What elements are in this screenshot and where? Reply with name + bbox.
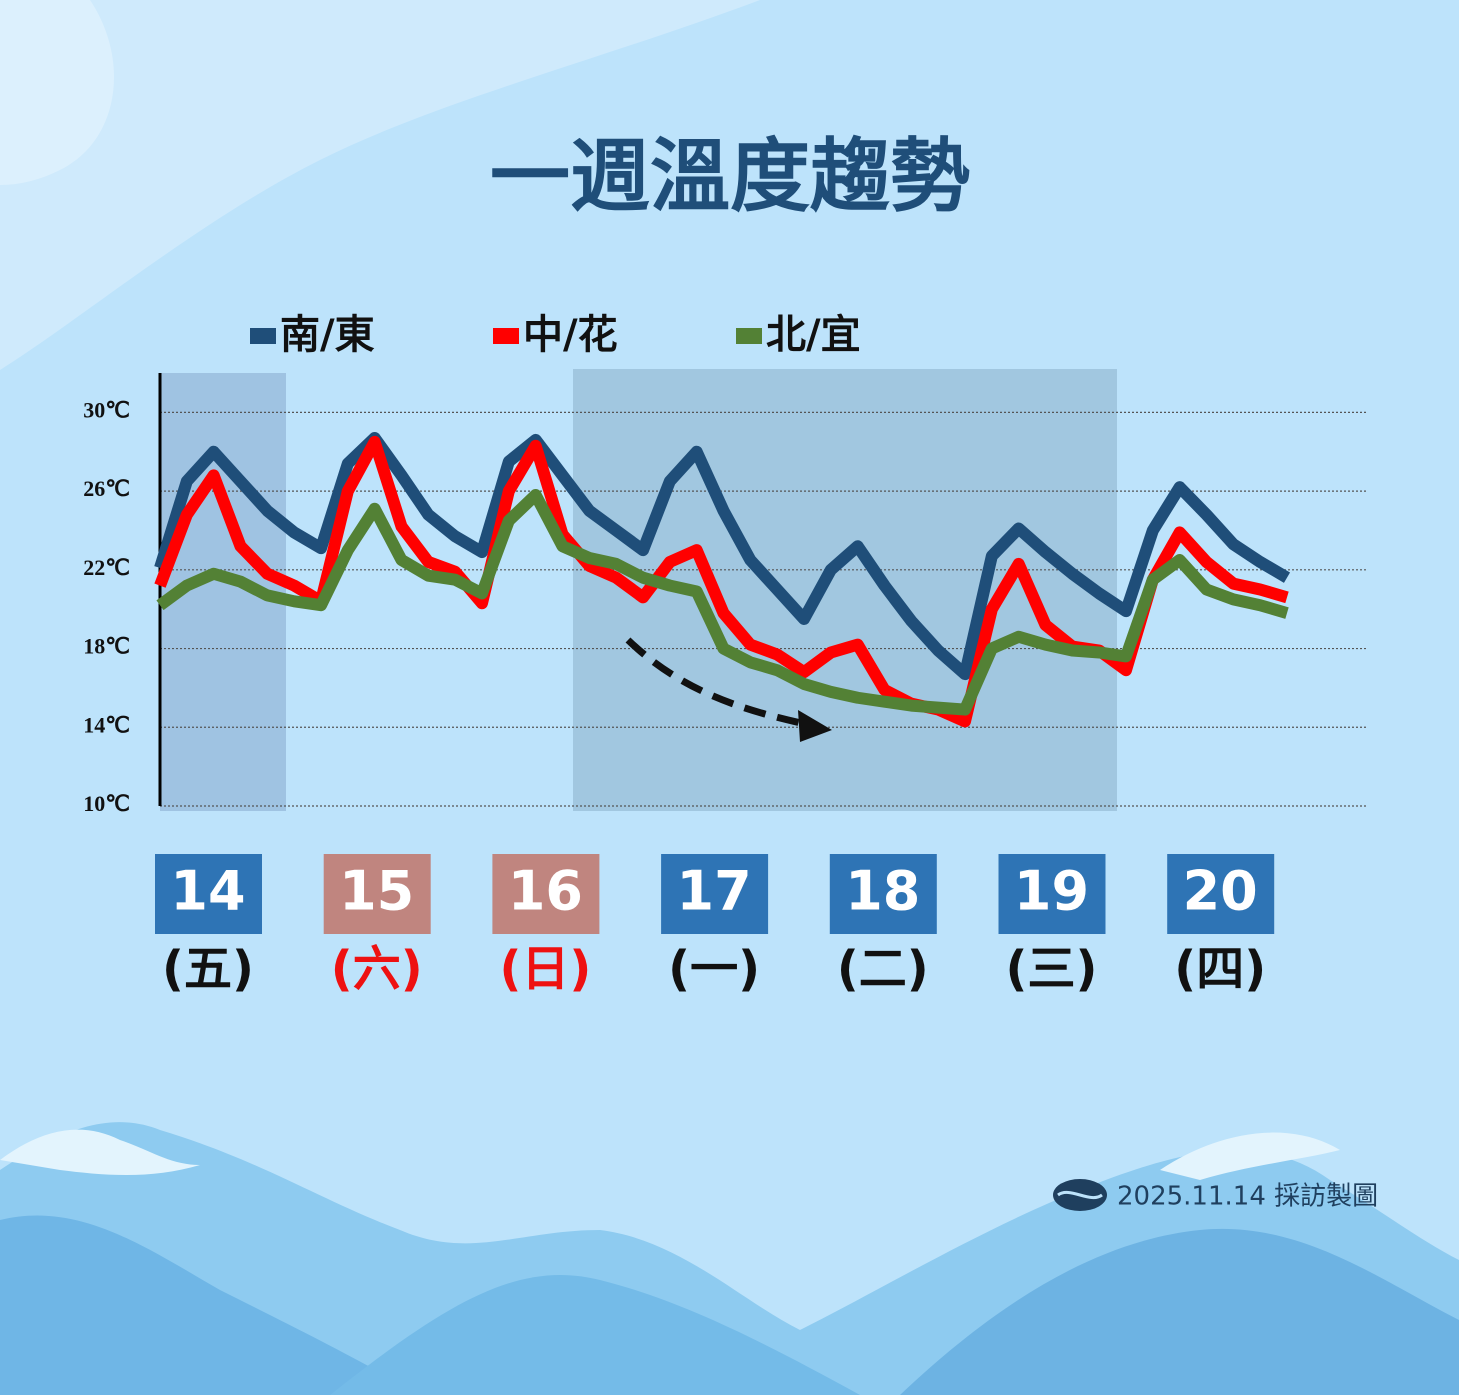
bg-swirl	[0, 0, 760, 370]
date-label: 20	[1183, 860, 1258, 923]
y-tick-label: 30℃	[83, 397, 130, 422]
legend: 南/東 中/花 北/宜	[250, 312, 861, 358]
y-tick-label: 26℃	[83, 476, 130, 501]
trend-arrow	[625, 637, 811, 729]
date-box	[661, 854, 769, 934]
date-label: 14	[170, 860, 245, 923]
series-line	[154, 431, 1291, 681]
weekday-label: (日)	[499, 941, 591, 997]
mountains	[0, 1215, 420, 1395]
mountains	[900, 1228, 1459, 1395]
trend-arrow-head	[798, 710, 832, 742]
snow	[0, 1129, 200, 1175]
mountains	[330, 1274, 860, 1395]
y-tick-label: 14℃	[83, 712, 130, 737]
legend-label: 中/花	[523, 312, 618, 358]
y-tick-label: 10℃	[83, 791, 130, 816]
legend-swatch	[250, 328, 276, 344]
date-box	[492, 854, 600, 934]
y-tick-label: 22℃	[83, 555, 130, 580]
series-line	[156, 489, 1289, 716]
date-label: 16	[508, 860, 583, 923]
date-label: 17	[677, 860, 752, 923]
weekday-label: (五)	[162, 941, 254, 997]
legend-label: 北/宜	[766, 312, 861, 358]
date-box	[829, 854, 937, 934]
date-box	[323, 854, 431, 934]
date-box	[1167, 854, 1275, 934]
bg-swirl	[0, 0, 114, 185]
weekday-label: (二)	[837, 941, 929, 997]
legend-swatch	[736, 328, 762, 344]
date-label: 15	[339, 860, 414, 923]
y-tick-label: 18℃	[83, 634, 130, 659]
credit: 2025.11.14 採訪製圖	[1117, 1182, 1378, 1212]
date-box	[998, 854, 1106, 934]
date-label: 19	[1014, 860, 1089, 923]
logo	[1053, 1179, 1107, 1211]
legend-label: 南/東	[280, 312, 375, 358]
legend-swatch	[493, 328, 519, 344]
weekday-label: (六)	[331, 941, 423, 997]
date-label: 18	[845, 860, 920, 923]
x-axis: 14 (五) 15 (六) 16 (日) 17 (一) 18 (二) 19 (三) 20 (四)	[155, 854, 1275, 997]
weekday-label: (四)	[1174, 941, 1266, 997]
weekday-label: (一)	[668, 941, 760, 997]
weekday-label: (三)	[1006, 941, 1098, 997]
lines	[154, 431, 1291, 728]
snow	[1160, 1132, 1340, 1180]
grid: 10℃ 14℃ 18℃ 22℃ 26℃ 30℃	[83, 397, 1367, 816]
chart-title: 一週溫度趨勢	[490, 130, 970, 223]
date-box	[155, 854, 262, 934]
